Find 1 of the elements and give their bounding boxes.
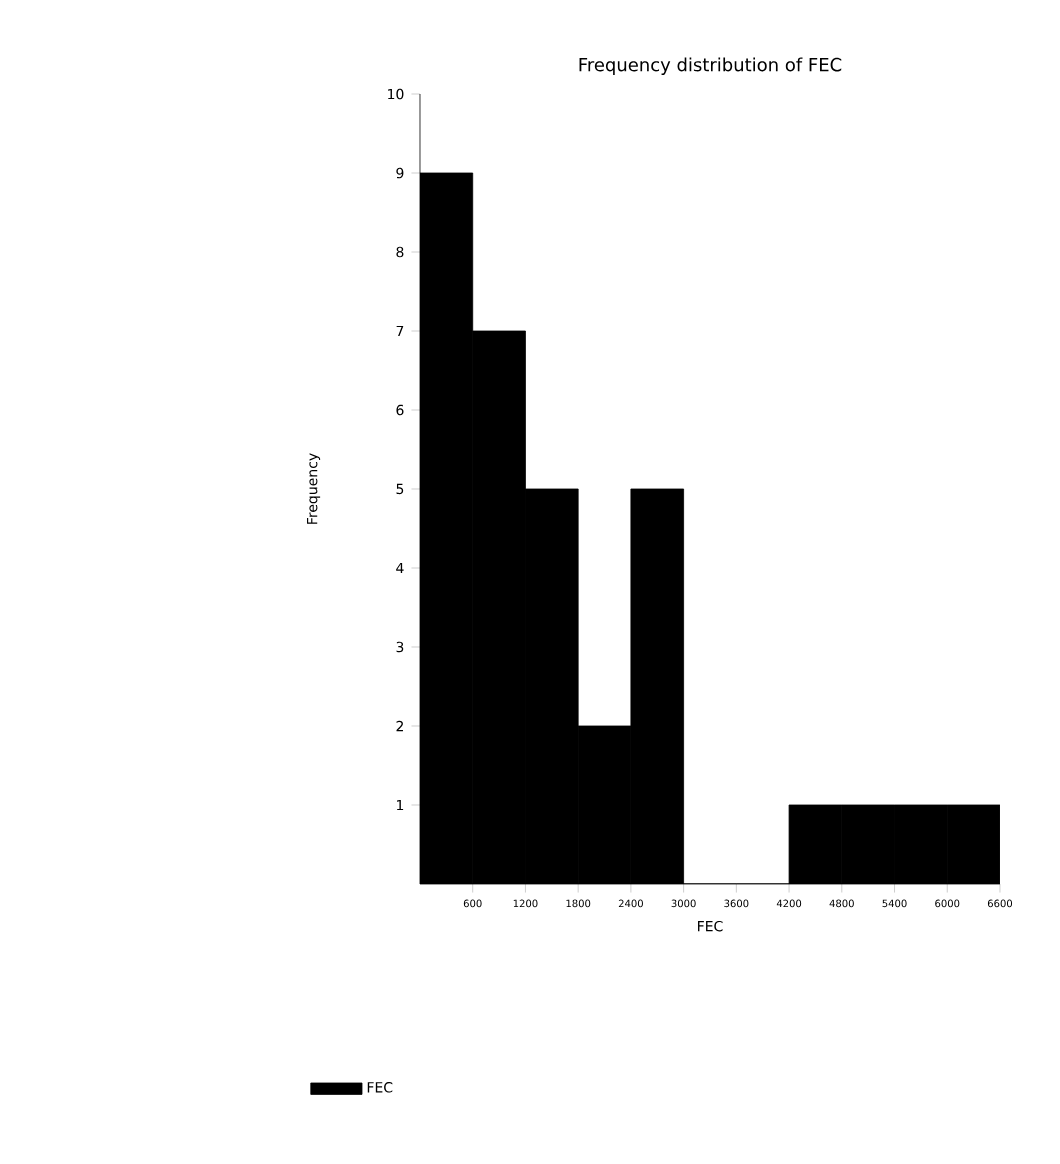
chart-title: Frequency distribution of FEC: [579, 57, 842, 75]
